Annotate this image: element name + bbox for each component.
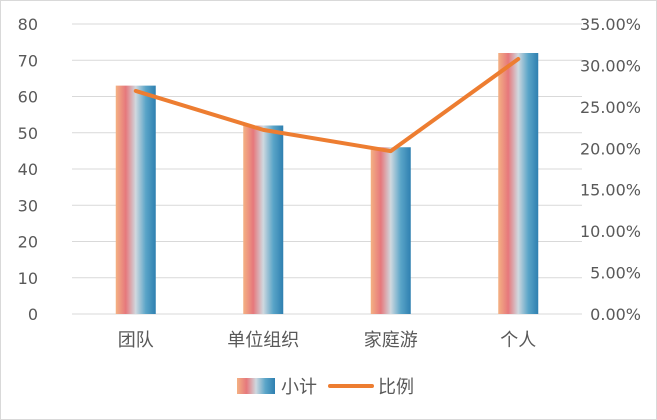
left-tick-label: 30 xyxy=(18,196,38,215)
left-tick-label: 40 xyxy=(18,160,38,179)
left-y-axis: 0 10 20 30 40 50 60 70 80 xyxy=(18,15,38,324)
bar xyxy=(243,125,284,314)
gridlines xyxy=(72,23,582,315)
right-tick-label: 0.00% xyxy=(590,305,641,324)
legend: 小计 比例 xyxy=(237,377,414,398)
bar xyxy=(115,85,156,314)
bar-series xyxy=(115,53,539,314)
ratio-line xyxy=(133,57,521,154)
left-tick-label: 0 xyxy=(28,305,38,324)
category-label: 个人 xyxy=(500,330,536,351)
legend-bar-swatch xyxy=(237,378,275,394)
left-tick-label: 50 xyxy=(18,124,38,143)
left-tick-label: 80 xyxy=(18,15,38,34)
right-tick-label: 35.00% xyxy=(580,15,641,34)
bar xyxy=(498,53,539,314)
right-y-axis: 0.00% 5.00% 10.00% 15.00% 20.00% 25.00% 30.00%… xyxy=(580,15,641,324)
x-axis: 团队 单位组织 家庭游 个人 xyxy=(118,330,537,351)
bar xyxy=(370,147,411,314)
category-label: 单位组织 xyxy=(227,330,299,351)
legend-line-label: 比例 xyxy=(378,377,414,398)
category-label: 家庭游 xyxy=(364,330,418,351)
right-tick-label: 5.00% xyxy=(590,264,641,283)
right-tick-label: 25.00% xyxy=(580,98,641,117)
right-tick-label: 30.00% xyxy=(580,56,641,75)
left-tick-label: 70 xyxy=(18,51,38,70)
left-tick-label: 60 xyxy=(18,88,38,107)
line-series xyxy=(133,57,521,154)
left-tick-label: 10 xyxy=(18,269,38,288)
left-tick-label: 20 xyxy=(18,233,38,252)
category-label: 团队 xyxy=(118,330,154,351)
right-tick-label: 15.00% xyxy=(580,181,641,200)
legend-bar-label: 小计 xyxy=(281,377,317,398)
right-tick-label: 10.00% xyxy=(580,222,641,241)
right-tick-label: 20.00% xyxy=(580,139,641,158)
